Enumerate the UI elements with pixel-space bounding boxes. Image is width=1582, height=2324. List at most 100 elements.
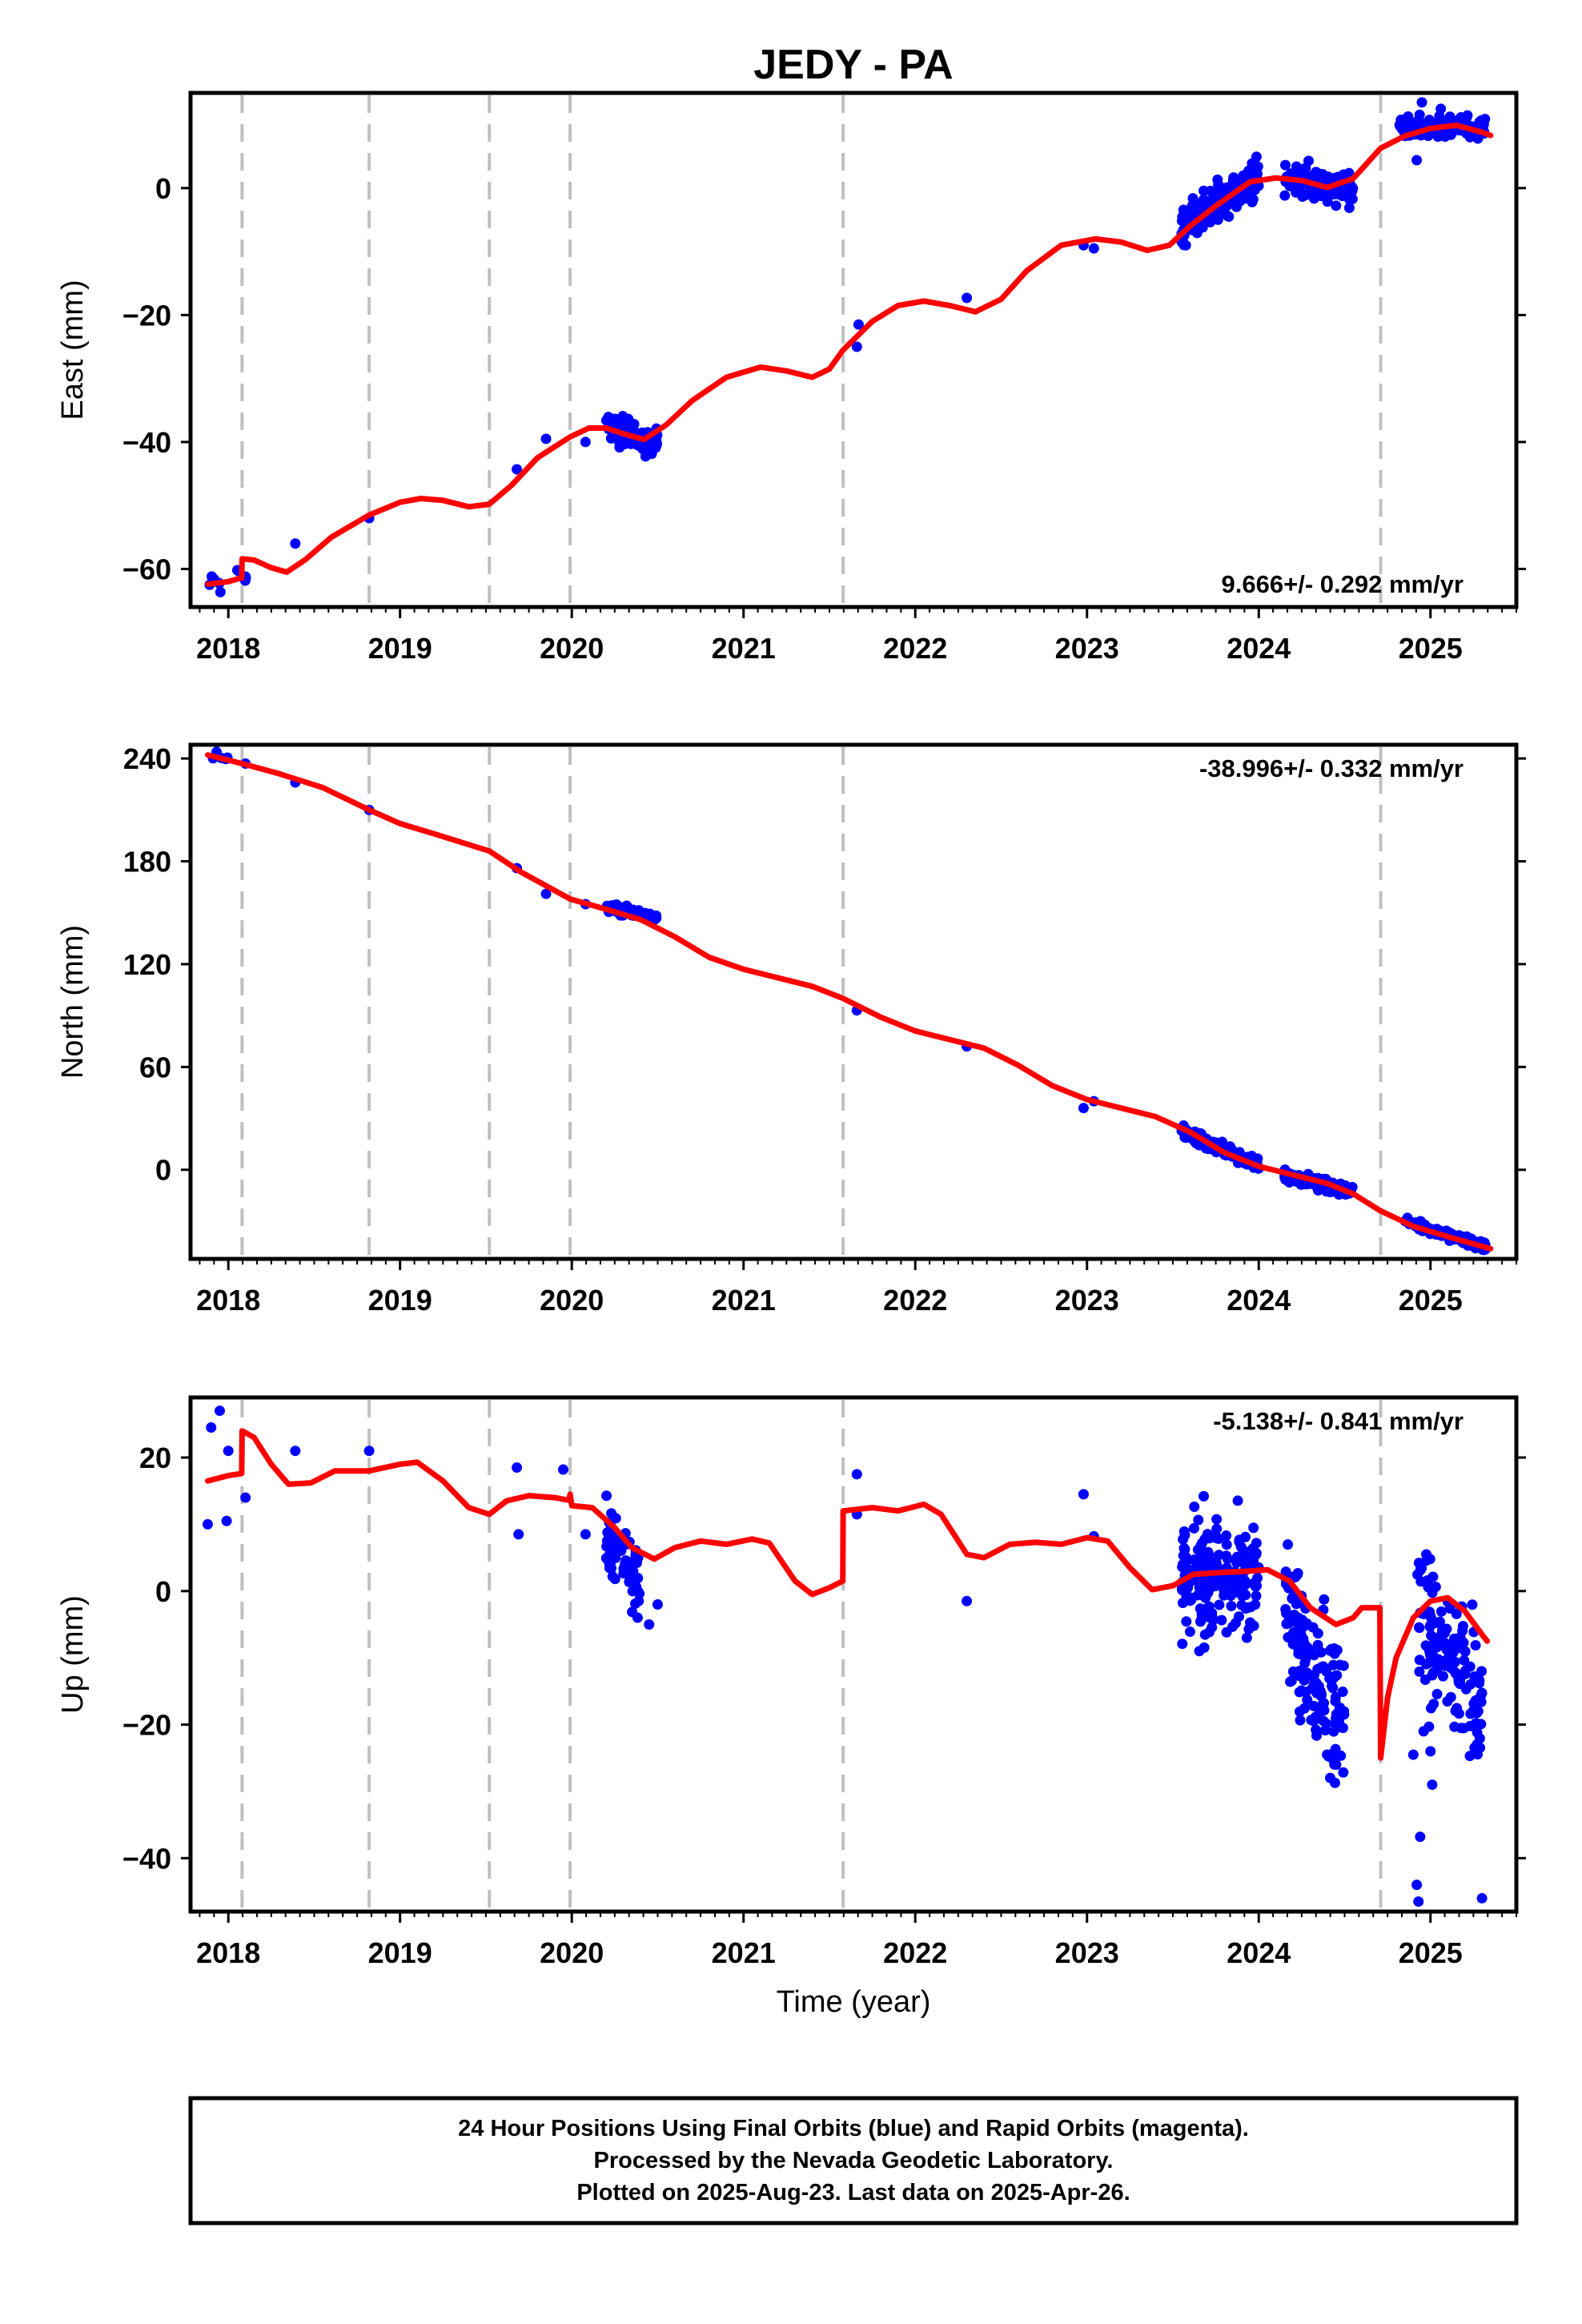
data-point	[1397, 124, 1408, 135]
data-point	[1286, 1675, 1297, 1687]
data-point	[1327, 1680, 1338, 1691]
data-point	[1188, 1522, 1199, 1534]
data-point	[1199, 1534, 1211, 1545]
data-point	[1176, 215, 1187, 227]
plot-frame	[188, 742, 1519, 1261]
plot-frame	[188, 1395, 1519, 1914]
data-point	[1234, 1611, 1245, 1622]
data-point	[1470, 1640, 1481, 1651]
data-point	[1316, 1689, 1327, 1700]
data-point	[1441, 1638, 1452, 1650]
data-point	[1248, 1522, 1259, 1534]
data-point	[1455, 1679, 1466, 1690]
data-point	[624, 438, 636, 449]
data-point	[851, 1469, 862, 1480]
data-point	[290, 538, 301, 549]
data-point	[1249, 184, 1260, 195]
data-point	[1339, 191, 1350, 202]
data-point	[1312, 1639, 1323, 1651]
x-tick-label: 2021	[712, 1936, 776, 1969]
data-point	[853, 319, 864, 330]
data-point	[630, 1575, 641, 1586]
caption-box: 24 Hour Positions Using Final Orbits (bl…	[188, 2096, 1519, 2225]
data-point	[1416, 97, 1427, 108]
data-point	[1239, 1575, 1250, 1586]
data-point	[1464, 1751, 1476, 1762]
data-point	[1191, 1138, 1202, 1149]
x-tick-label: 2020	[540, 1284, 604, 1317]
data-point	[610, 1513, 621, 1524]
data-point	[1415, 1831, 1426, 1843]
y-axis-label: East (mm)	[56, 279, 90, 420]
data-point	[1325, 1772, 1336, 1783]
data-point	[634, 1588, 645, 1599]
data-point	[1319, 1594, 1330, 1605]
caption-line-2: Processed by the Nevada Geodetic Laborat…	[594, 2148, 1114, 2173]
data-point	[1294, 1666, 1305, 1677]
y-tick-label: −40	[122, 426, 171, 459]
data-point	[1302, 1695, 1313, 1706]
north-panel: 2018 2019 2020 2021 2022 2023 2024 2025 0 60 120 18…	[56, 742, 1526, 1317]
data-point	[1429, 1657, 1440, 1668]
x-tick-label: 2018	[196, 632, 260, 665]
data-point	[1418, 1726, 1429, 1737]
data-point	[616, 435, 628, 446]
data-point	[1427, 1779, 1438, 1791]
y-tick-label: 0	[155, 1154, 171, 1187]
data-point	[1462, 110, 1473, 121]
data-point	[1214, 1599, 1225, 1610]
data-point	[1331, 1670, 1343, 1681]
x-tick-label: 2022	[883, 1936, 947, 1969]
data-point	[1425, 1703, 1436, 1714]
data-point	[1295, 1627, 1306, 1638]
data-point	[1279, 190, 1291, 201]
data-point	[1413, 1558, 1424, 1569]
data-point	[1078, 1103, 1089, 1114]
data-point	[1211, 1557, 1222, 1568]
x-tick-label: 2021	[712, 1284, 776, 1317]
x-tick-label: 2025	[1399, 1284, 1463, 1317]
velocity-annotation: -38.996+/- 0.332 mm/yr	[1199, 754, 1464, 782]
data-point	[1407, 1749, 1419, 1760]
data-point	[1248, 1556, 1259, 1567]
data-point	[1245, 1617, 1256, 1628]
caption-frame	[188, 2096, 1519, 2225]
data-point	[1178, 1534, 1189, 1545]
data-point	[1193, 1514, 1204, 1526]
data-point	[1299, 1703, 1310, 1714]
data-point	[1300, 1646, 1311, 1657]
data-point	[1241, 1632, 1252, 1643]
x-tick-label: 2019	[368, 1936, 432, 1969]
x-tick-label: 2023	[1055, 1284, 1119, 1317]
data-point	[1211, 1514, 1223, 1525]
data-point	[1327, 1659, 1339, 1671]
data-point	[1424, 1554, 1435, 1565]
data-point	[1321, 1718, 1332, 1729]
y-tick-label: 20	[139, 1441, 171, 1474]
y-axis-label: Up (mm)	[56, 1595, 90, 1714]
y-tick-label: 0	[155, 172, 171, 205]
y-tick-label: 60	[139, 1051, 171, 1084]
y-tick-label: −20	[122, 1709, 171, 1742]
data-point	[603, 416, 614, 427]
data-point	[1347, 193, 1358, 204]
x-tick-label: 2020	[540, 632, 604, 665]
data-point	[1437, 1671, 1448, 1682]
x-tick-label: 2021	[712, 632, 776, 665]
data-point	[1285, 168, 1296, 179]
data-point	[1215, 187, 1227, 199]
data-point	[1426, 1630, 1437, 1641]
data-point	[627, 1567, 638, 1578]
data-point	[1236, 1599, 1247, 1610]
x-tick-label: 2020	[540, 1936, 604, 1969]
data-point	[1424, 1621, 1435, 1632]
data-point	[215, 586, 226, 597]
data-point	[540, 433, 552, 444]
x-tick-label: 2023	[1055, 632, 1119, 665]
data-point	[1308, 1700, 1319, 1711]
data-point	[1306, 1683, 1317, 1695]
data-point	[513, 1529, 524, 1540]
data-point	[1476, 1696, 1487, 1707]
data-point	[650, 442, 661, 453]
